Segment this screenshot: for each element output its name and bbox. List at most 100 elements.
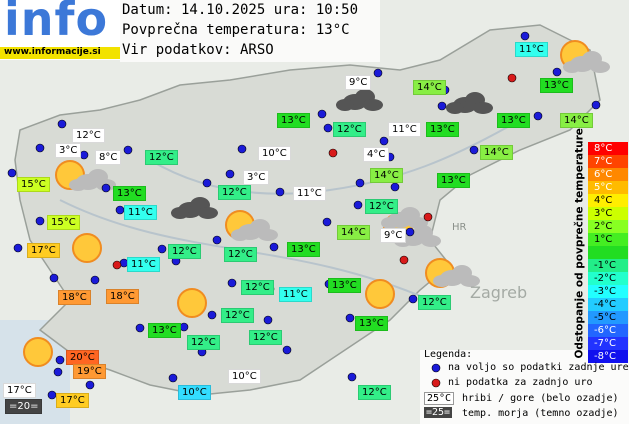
cloud: [408, 217, 428, 229]
station-temp: 17°C: [27, 243, 60, 258]
missing-dot: [507, 73, 517, 83]
station-temp: 17°C: [56, 393, 89, 408]
station-dot: [275, 187, 285, 197]
station-dot: [373, 68, 383, 78]
station-dot: [237, 144, 247, 154]
scale-label: 4°C: [594, 195, 613, 206]
station-temp: 12°C: [358, 385, 391, 400]
station-temp: 12°C: [224, 247, 257, 262]
cloud: [433, 275, 451, 287]
station-temp: 13°C: [426, 122, 459, 137]
station-dot: [35, 143, 45, 153]
station-dot: [13, 243, 23, 253]
scale-cell: [588, 220, 628, 233]
river: [149, 119, 521, 195]
station-temp: 12°C: [333, 122, 366, 137]
station-temp: 11°C: [127, 257, 160, 272]
station-dot: [408, 294, 418, 304]
scale-label: -2°C: [594, 273, 616, 284]
station-temp: 18°C: [106, 289, 139, 304]
station-dot: [168, 373, 178, 383]
station-temp: 13°C: [540, 78, 573, 93]
station-temp: 18°C: [58, 290, 91, 305]
cloud: [231, 229, 249, 241]
scale-label: -5°C: [594, 312, 616, 323]
scale-cell: [588, 350, 628, 363]
source-line: Vir podatkov: ARSO: [122, 42, 274, 58]
scale-cell: [588, 207, 628, 220]
scale-cell: [588, 233, 628, 246]
scale-label: 8°C: [594, 143, 613, 154]
station-dot: [55, 355, 65, 365]
scale-cell: [588, 168, 628, 181]
scale-cell: [588, 142, 628, 155]
cloud: [473, 102, 493, 114]
scale-cell: [588, 298, 628, 311]
station-temp: 13°C: [497, 113, 530, 128]
legend-text: ni podatka za zadnjo uro: [448, 377, 593, 388]
cloud: [460, 275, 480, 287]
station-dot: [437, 101, 447, 111]
legend-text: temp. morja (temno ozadje): [462, 408, 619, 419]
station-dot: [591, 100, 601, 110]
station-temp: 14°C: [370, 168, 403, 183]
station-temp: 12°C: [218, 185, 251, 200]
station-temp: 12°C: [187, 335, 220, 350]
station-temp: 14°C: [413, 80, 446, 95]
station-temp: 20°C: [66, 350, 99, 365]
station-dot: [227, 278, 237, 288]
logo-strip: [0, 47, 120, 59]
station-dot: [322, 217, 332, 227]
scale-label: -7°C: [594, 338, 616, 349]
sun: [177, 288, 207, 318]
country-code: HR: [452, 222, 467, 233]
station-temp: 14°C: [480, 145, 513, 160]
station-dot: [353, 200, 363, 210]
station-temp: 12°C: [241, 280, 274, 295]
legend-text: hribi / gore (belo ozadje): [462, 393, 619, 404]
missing-dot: [112, 260, 122, 270]
cloud: [258, 229, 278, 241]
station-temp: 12°C: [418, 295, 451, 310]
station-temp: 13°C: [355, 316, 388, 331]
station-dot: [49, 273, 59, 283]
legend-dot: [431, 378, 441, 388]
cloud: [171, 207, 189, 219]
scale-label: -1°C: [594, 260, 616, 271]
station-temp: 10°C: [228, 369, 261, 384]
scale-cell: [588, 337, 628, 350]
station-temp: 19°C: [73, 364, 106, 379]
cloud: [563, 61, 581, 73]
station-temp: 17°C: [3, 383, 36, 398]
legend-dot: [431, 363, 441, 373]
station-dot: [53, 367, 63, 377]
station-temp: 8°C: [95, 150, 122, 165]
missing-dot: [328, 148, 338, 158]
station-temp: 11°C: [124, 205, 157, 220]
station-dot: [282, 345, 292, 355]
station-temp: 3°C: [55, 143, 82, 158]
station-dot: [57, 119, 67, 129]
station-dot: [202, 178, 212, 188]
scale-label: 5°C: [594, 182, 613, 193]
scale-label: 3°C: [594, 208, 613, 219]
station-temp: 10°C: [258, 146, 291, 161]
scale-cell: [588, 285, 628, 298]
station-temp: 12°C: [249, 330, 282, 345]
station-temp: 14°C: [337, 225, 370, 240]
station-temp: 14°C: [560, 113, 593, 128]
legend-sample: 25°C: [424, 392, 455, 405]
website: www.informacije.si: [4, 47, 101, 57]
station-dot: [47, 390, 57, 400]
station-dot: [115, 205, 125, 215]
station-dot: [347, 372, 357, 382]
scale-label: -4°C: [594, 299, 616, 310]
station-dot: [469, 145, 479, 155]
cloud: [336, 99, 354, 111]
scale-cell: [588, 246, 628, 259]
station-temp: 12°C: [221, 308, 254, 323]
cloud: [446, 102, 464, 114]
station-dot: [179, 322, 189, 332]
